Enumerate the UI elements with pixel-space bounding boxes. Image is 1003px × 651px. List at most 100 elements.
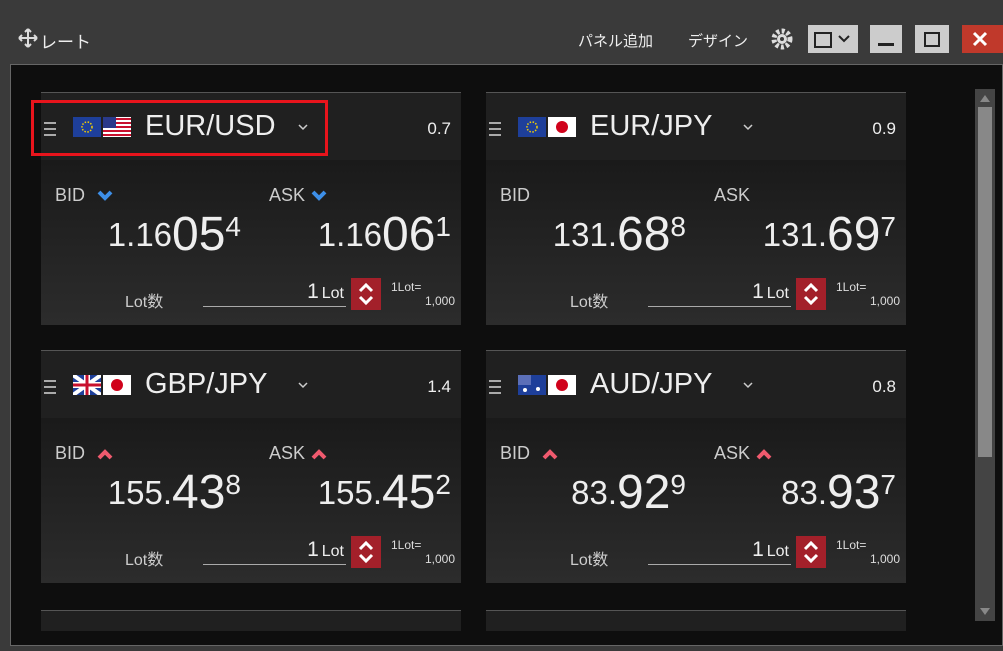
- price-pip: 8: [670, 211, 686, 242]
- spread: 1.4: [427, 377, 451, 396]
- price-main: 45: [382, 466, 436, 519]
- spread: 0.7: [427, 119, 451, 138]
- highlight-box: [31, 100, 328, 156]
- spinner-arrows: [358, 282, 374, 306]
- price-main: 43: [172, 466, 226, 519]
- lot-spinner[interactable]: [351, 536, 381, 568]
- spread: 0.9: [872, 119, 896, 138]
- bid-price[interactable]: 155.438: [108, 468, 241, 518]
- price-prefix: 131.: [552, 216, 618, 253]
- price-main: 92: [617, 466, 671, 519]
- flag: [103, 117, 131, 137]
- lot-size-label: 1Lot=: [391, 538, 422, 552]
- drag-handle: [44, 122, 56, 136]
- currency-pair[interactable]: EUR/USD: [145, 110, 276, 142]
- layout-dropdown[interactable]: [808, 25, 858, 53]
- lot-input[interactable]: 1 Lot: [203, 280, 346, 307]
- price-prefix: 1.16: [107, 216, 173, 253]
- bid-label: BID: [500, 185, 531, 205]
- move-icon: [18, 28, 38, 48]
- ask-label: ASK: [269, 185, 306, 205]
- lot-size-label: 1Lot=: [836, 538, 867, 552]
- spinner-arrows: [803, 282, 819, 306]
- pair-dropdown-arrow: [743, 382, 753, 389]
- bid-price[interactable]: 1.16054: [108, 210, 241, 260]
- ask-label: ASK: [269, 443, 306, 463]
- ask-label: ASK: [714, 185, 751, 205]
- trend-down-arrow: [311, 190, 327, 201]
- lot-value: 1: [752, 280, 764, 303]
- ask-price[interactable]: 131.697: [763, 210, 896, 260]
- lot-label: Lot数: [125, 552, 164, 569]
- price-main: 68: [617, 208, 671, 261]
- ask-price[interactable]: 1.16061: [318, 210, 451, 260]
- currency-pair[interactable]: EUR/JPY: [590, 110, 713, 142]
- lot-size: 1,000: [869, 294, 900, 308]
- price-prefix: 83.: [781, 474, 828, 511]
- price-prefix: 155.: [107, 474, 173, 511]
- lot-input[interactable]: 1 Lot: [648, 538, 791, 565]
- flag: [518, 375, 546, 395]
- lot-size: 1,000: [869, 552, 900, 566]
- lot-unit: Lot: [766, 285, 789, 302]
- lot-unit: Lot: [321, 285, 344, 302]
- price-main: 93: [827, 466, 881, 519]
- close-button[interactable]: [962, 25, 1003, 53]
- spinner-arrows: [358, 540, 374, 564]
- currency-pair[interactable]: GBP/JPY: [145, 368, 268, 400]
- price-pip: 7: [880, 211, 896, 242]
- lot-size-label: 1Lot=: [836, 280, 867, 294]
- price-main: 69: [827, 208, 881, 261]
- price-pip: 2: [435, 469, 451, 500]
- price-main: 05: [172, 208, 226, 261]
- lot-label: Lot数: [125, 294, 164, 311]
- bid-label: BID: [500, 443, 531, 463]
- drag-handle: [44, 380, 56, 394]
- maximize-button[interactable]: [915, 25, 949, 53]
- design-button[interactable]: デザイン: [688, 33, 749, 50]
- lot-input[interactable]: 1 Lot: [203, 538, 346, 565]
- trend-up-arrow: [542, 449, 558, 460]
- currency-pair[interactable]: AUD/JPY: [590, 368, 713, 400]
- bid-price[interactable]: 83.929: [571, 468, 686, 518]
- price-pip: 9: [670, 469, 686, 500]
- lot-value: 1: [307, 280, 319, 303]
- ask-price[interactable]: 155.452: [318, 468, 451, 518]
- lot-input[interactable]: 1 Lot: [648, 280, 791, 307]
- panel-body: BID ASK 155.438 155.452 Lot数 1 Lot 1Lot= 1,000: [41, 418, 461, 583]
- pair-dropdown-arrow: [743, 124, 753, 131]
- flag: [548, 117, 576, 137]
- bid-price[interactable]: 131.688: [553, 210, 686, 260]
- price-pip: 4: [225, 211, 241, 242]
- panel-partial: [41, 610, 461, 631]
- panel-area: EUR/USD 0.7 BID ASK 1.16054 1.16061 Lot数 1 Lot 1L…: [10, 64, 1003, 646]
- trend-down-arrow: [97, 190, 113, 201]
- lot-spinner[interactable]: [796, 536, 826, 568]
- lot-unit: Lot: [321, 543, 344, 560]
- lot-spinner[interactable]: [796, 278, 826, 310]
- flag: [73, 117, 101, 137]
- spinner-arrows: [803, 540, 819, 564]
- panel-header: EUR/JPY 0.9: [486, 92, 906, 161]
- trend-up-arrow: [756, 449, 772, 460]
- settings-button[interactable]: [770, 27, 794, 51]
- lot-unit: Lot: [766, 543, 789, 560]
- ask-label: ASK: [714, 443, 751, 463]
- flag: [103, 375, 131, 395]
- rate-panel: AUD/JPY 0.8 BID ASK 83.929 83.937 Lot数 1 Lot 1Lot…: [486, 350, 906, 583]
- panel-body: BID ASK 83.929 83.937 Lot数 1 Lot 1Lot= 1,000: [486, 418, 906, 583]
- scrollbar[interactable]: [975, 89, 995, 621]
- trend-up-arrow: [311, 449, 327, 460]
- panel-header: EUR/USD 0.7: [41, 92, 461, 161]
- bid-label: BID: [55, 185, 86, 205]
- panel-body: BID ASK 1.16054 1.16061 Lot数 1 Lot 1Lot= 1,000: [41, 160, 461, 325]
- lot-spinner[interactable]: [351, 278, 381, 310]
- ask-price[interactable]: 83.937: [781, 468, 896, 518]
- price-pip: 1: [435, 211, 451, 242]
- flag: [548, 375, 576, 395]
- rate-panel: EUR/JPY 0.9 BID ASK 131.688 131.697 Lot数 1 Lot 1L…: [486, 92, 906, 325]
- minimize-button[interactable]: [870, 25, 902, 53]
- lot-label: Lot数: [570, 552, 609, 569]
- add-panel-button[interactable]: パネル追加: [578, 33, 654, 50]
